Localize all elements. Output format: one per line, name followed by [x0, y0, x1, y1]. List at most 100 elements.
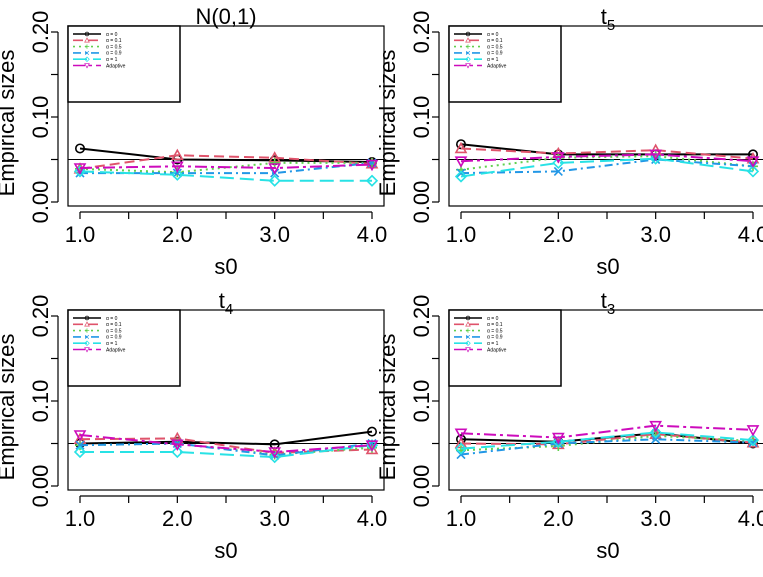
data-point	[75, 143, 86, 154]
x-tick-label: 1.0	[65, 506, 96, 531]
series-line	[80, 444, 373, 459]
data-point	[171, 445, 184, 459]
plot-frame	[67, 25, 385, 207]
x-tick-label: 4.0	[357, 222, 388, 247]
legend-marker	[84, 340, 90, 346]
chart-panel-2: t5 1.0 2.0 3.0 4.0 s0 0.00 0.10 0.20 Empirical si…	[375, 4, 763, 279]
x-tick-label: 1.0	[65, 222, 96, 247]
series-5	[73, 165, 379, 187]
legend-marker	[84, 321, 90, 327]
chart-title-subscript: 5	[607, 17, 615, 34]
y-axis-label: Empirical sizes	[0, 334, 19, 481]
series-line	[460, 431, 754, 450]
y-tick-label: 0.20	[28, 11, 53, 54]
chart-panel-4: t3 1.0 2.0 3.0 4.0 s0 0.00 0.10 0.20 Empirical si…	[375, 288, 763, 563]
legend-marker	[84, 56, 90, 62]
data-point	[268, 450, 281, 464]
legend-label: α = 1	[106, 341, 118, 347]
series-line	[460, 438, 754, 456]
series-5	[454, 426, 760, 455]
data-point	[170, 148, 184, 161]
legend-marker	[465, 315, 471, 321]
data-point	[649, 420, 663, 433]
series-line	[79, 430, 373, 446]
chart-title: t3	[601, 288, 615, 318]
legend-marker	[84, 328, 90, 333]
data-point	[746, 425, 760, 437]
legend-label: α = 0.5	[106, 44, 122, 50]
legend-marker	[465, 347, 471, 353]
data-point	[454, 156, 468, 168]
y-tick-label: 0.10	[409, 96, 434, 139]
legend-label: Adaptive	[106, 347, 126, 353]
series-line	[79, 434, 373, 454]
x-tick-label: 3.0	[259, 506, 290, 531]
legend-marker	[84, 31, 90, 37]
legend-marker	[465, 340, 471, 346]
data-point	[649, 149, 663, 162]
x-axis-label: s0	[596, 538, 619, 563]
data-point	[171, 168, 184, 181]
series-line	[460, 424, 754, 439]
data-point	[455, 139, 466, 150]
legend-marker	[465, 56, 471, 62]
data-point	[649, 152, 662, 165]
legend-label: α = 0.9	[106, 335, 122, 341]
legend-marker	[465, 31, 471, 37]
legend-marker	[465, 63, 471, 69]
legend-label: α = 0.9	[487, 335, 503, 341]
legend-label: α = 0.9	[106, 51, 122, 57]
data-point	[454, 141, 468, 154]
x-tick-label: 2.0	[162, 506, 193, 531]
x-tick-label: 3.0	[259, 222, 290, 247]
y-axis-label: Empirical sizes	[0, 50, 19, 197]
legend-marker	[84, 44, 90, 49]
data-point	[551, 432, 565, 445]
data-point	[552, 435, 565, 448]
legend-marker	[465, 334, 471, 339]
data-point	[268, 447, 282, 459]
series-line	[460, 153, 754, 163]
legend-marker	[465, 44, 471, 49]
plot-frame	[448, 309, 763, 491]
legend-marker	[84, 63, 90, 69]
legend-label: α = 0.9	[487, 51, 503, 57]
legend-label: α = 1	[106, 57, 118, 63]
series-line	[79, 442, 373, 457]
chart-panel-1: N(0,1) 1.0 2.0 3.0 4.0 s0 0.00 0.10 0.20 Empirica…	[0, 4, 387, 279]
y-axis-label: Empirical sizes	[375, 50, 400, 197]
x-tick-label: 4.0	[357, 506, 388, 531]
y-tick-label: 0.00	[28, 465, 53, 508]
chart-title: t5	[601, 4, 615, 34]
legend-label: α = 0.5	[106, 328, 122, 334]
x-axis-label: s0	[596, 254, 619, 279]
x-axis-label: s0	[214, 254, 237, 279]
y-tick-label: 0.00	[409, 181, 434, 224]
chart-title: t4	[219, 288, 233, 318]
data-point	[365, 440, 379, 452]
legend-marker	[84, 347, 90, 353]
series-6	[73, 430, 379, 459]
data-point	[553, 166, 563, 176]
legend-marker	[465, 50, 471, 55]
legend-label: α = 0.1	[106, 322, 122, 328]
y-tick-label: 0.10	[409, 380, 434, 423]
legend-marker	[465, 321, 471, 327]
legend-label: α = 0	[487, 32, 499, 38]
series-5	[454, 152, 760, 183]
data-point	[73, 165, 87, 178]
series-line	[460, 433, 754, 446]
chart-panel-3: t4 1.0 2.0 3.0 4.0 s0 0.00 0.10 0.20 Empirical si…	[0, 288, 387, 563]
legend-label: α = 0	[106, 316, 118, 322]
y-tick-label: 0.20	[409, 11, 434, 54]
y-tick-label: 0.20	[28, 295, 53, 338]
data-point	[75, 440, 85, 450]
chart-title: N(0,1)	[195, 4, 256, 29]
y-tick-label: 0.00	[409, 465, 434, 508]
legend-label: α = 1	[487, 341, 499, 347]
data-point	[269, 157, 280, 168]
y-axis-label: Empirical sizes	[375, 334, 400, 481]
